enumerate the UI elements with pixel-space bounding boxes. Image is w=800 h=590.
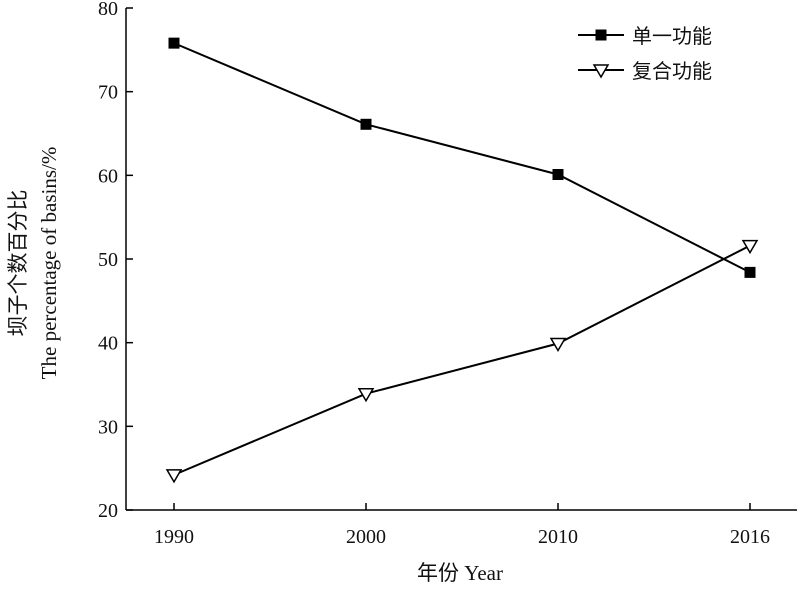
x-axis-ticks: 1990 2000 2010 2016 [154,503,770,548]
data-point [741,239,759,255]
legend-marker [595,29,607,41]
series-line [173,42,751,274]
data-point [165,469,183,484]
y-tick-label: 70 [98,82,118,104]
y-tick-label: 40 [98,333,118,355]
y-axis-title-line-2: The percentage of basins/% [37,147,61,380]
x-tick-label: 2010 [538,526,578,548]
x-tick-label: 2000 [346,526,386,548]
legend-label: 复合功能 [632,59,712,83]
legend-item: 复合功能 [578,59,712,83]
x-axis-title: 年份 Year [417,561,503,585]
axes [125,8,797,511]
y-tick-label: 60 [98,165,118,187]
data-point [549,337,567,352]
y-tick-label: 80 [98,0,118,20]
data-point [552,168,564,180]
y-tick-label: 20 [98,500,118,522]
y-axis-title: 坝子个数百分比 The percentage of basins/% [6,147,61,380]
y-tick-label: 30 [98,416,118,438]
series-line [173,244,751,476]
data-point [168,37,180,49]
legend-marker [592,64,610,79]
y-axis-title-line-1: 坝子个数百分比 [6,190,30,337]
data-point [360,118,372,130]
y-tick-label: 50 [98,249,118,271]
legend-item: 单一功能 [578,24,712,48]
data-point [744,266,756,278]
legend-label: 单一功能 [632,24,712,48]
y-axis-ticks: 20 30 40 50 60 70 80 [98,0,133,522]
x-tick-label: 1990 [154,526,194,548]
data-point [357,387,375,403]
x-tick-label: 2016 [730,526,770,548]
series-1 [168,37,756,278]
series-2 [165,239,759,484]
series-layer [165,37,759,484]
